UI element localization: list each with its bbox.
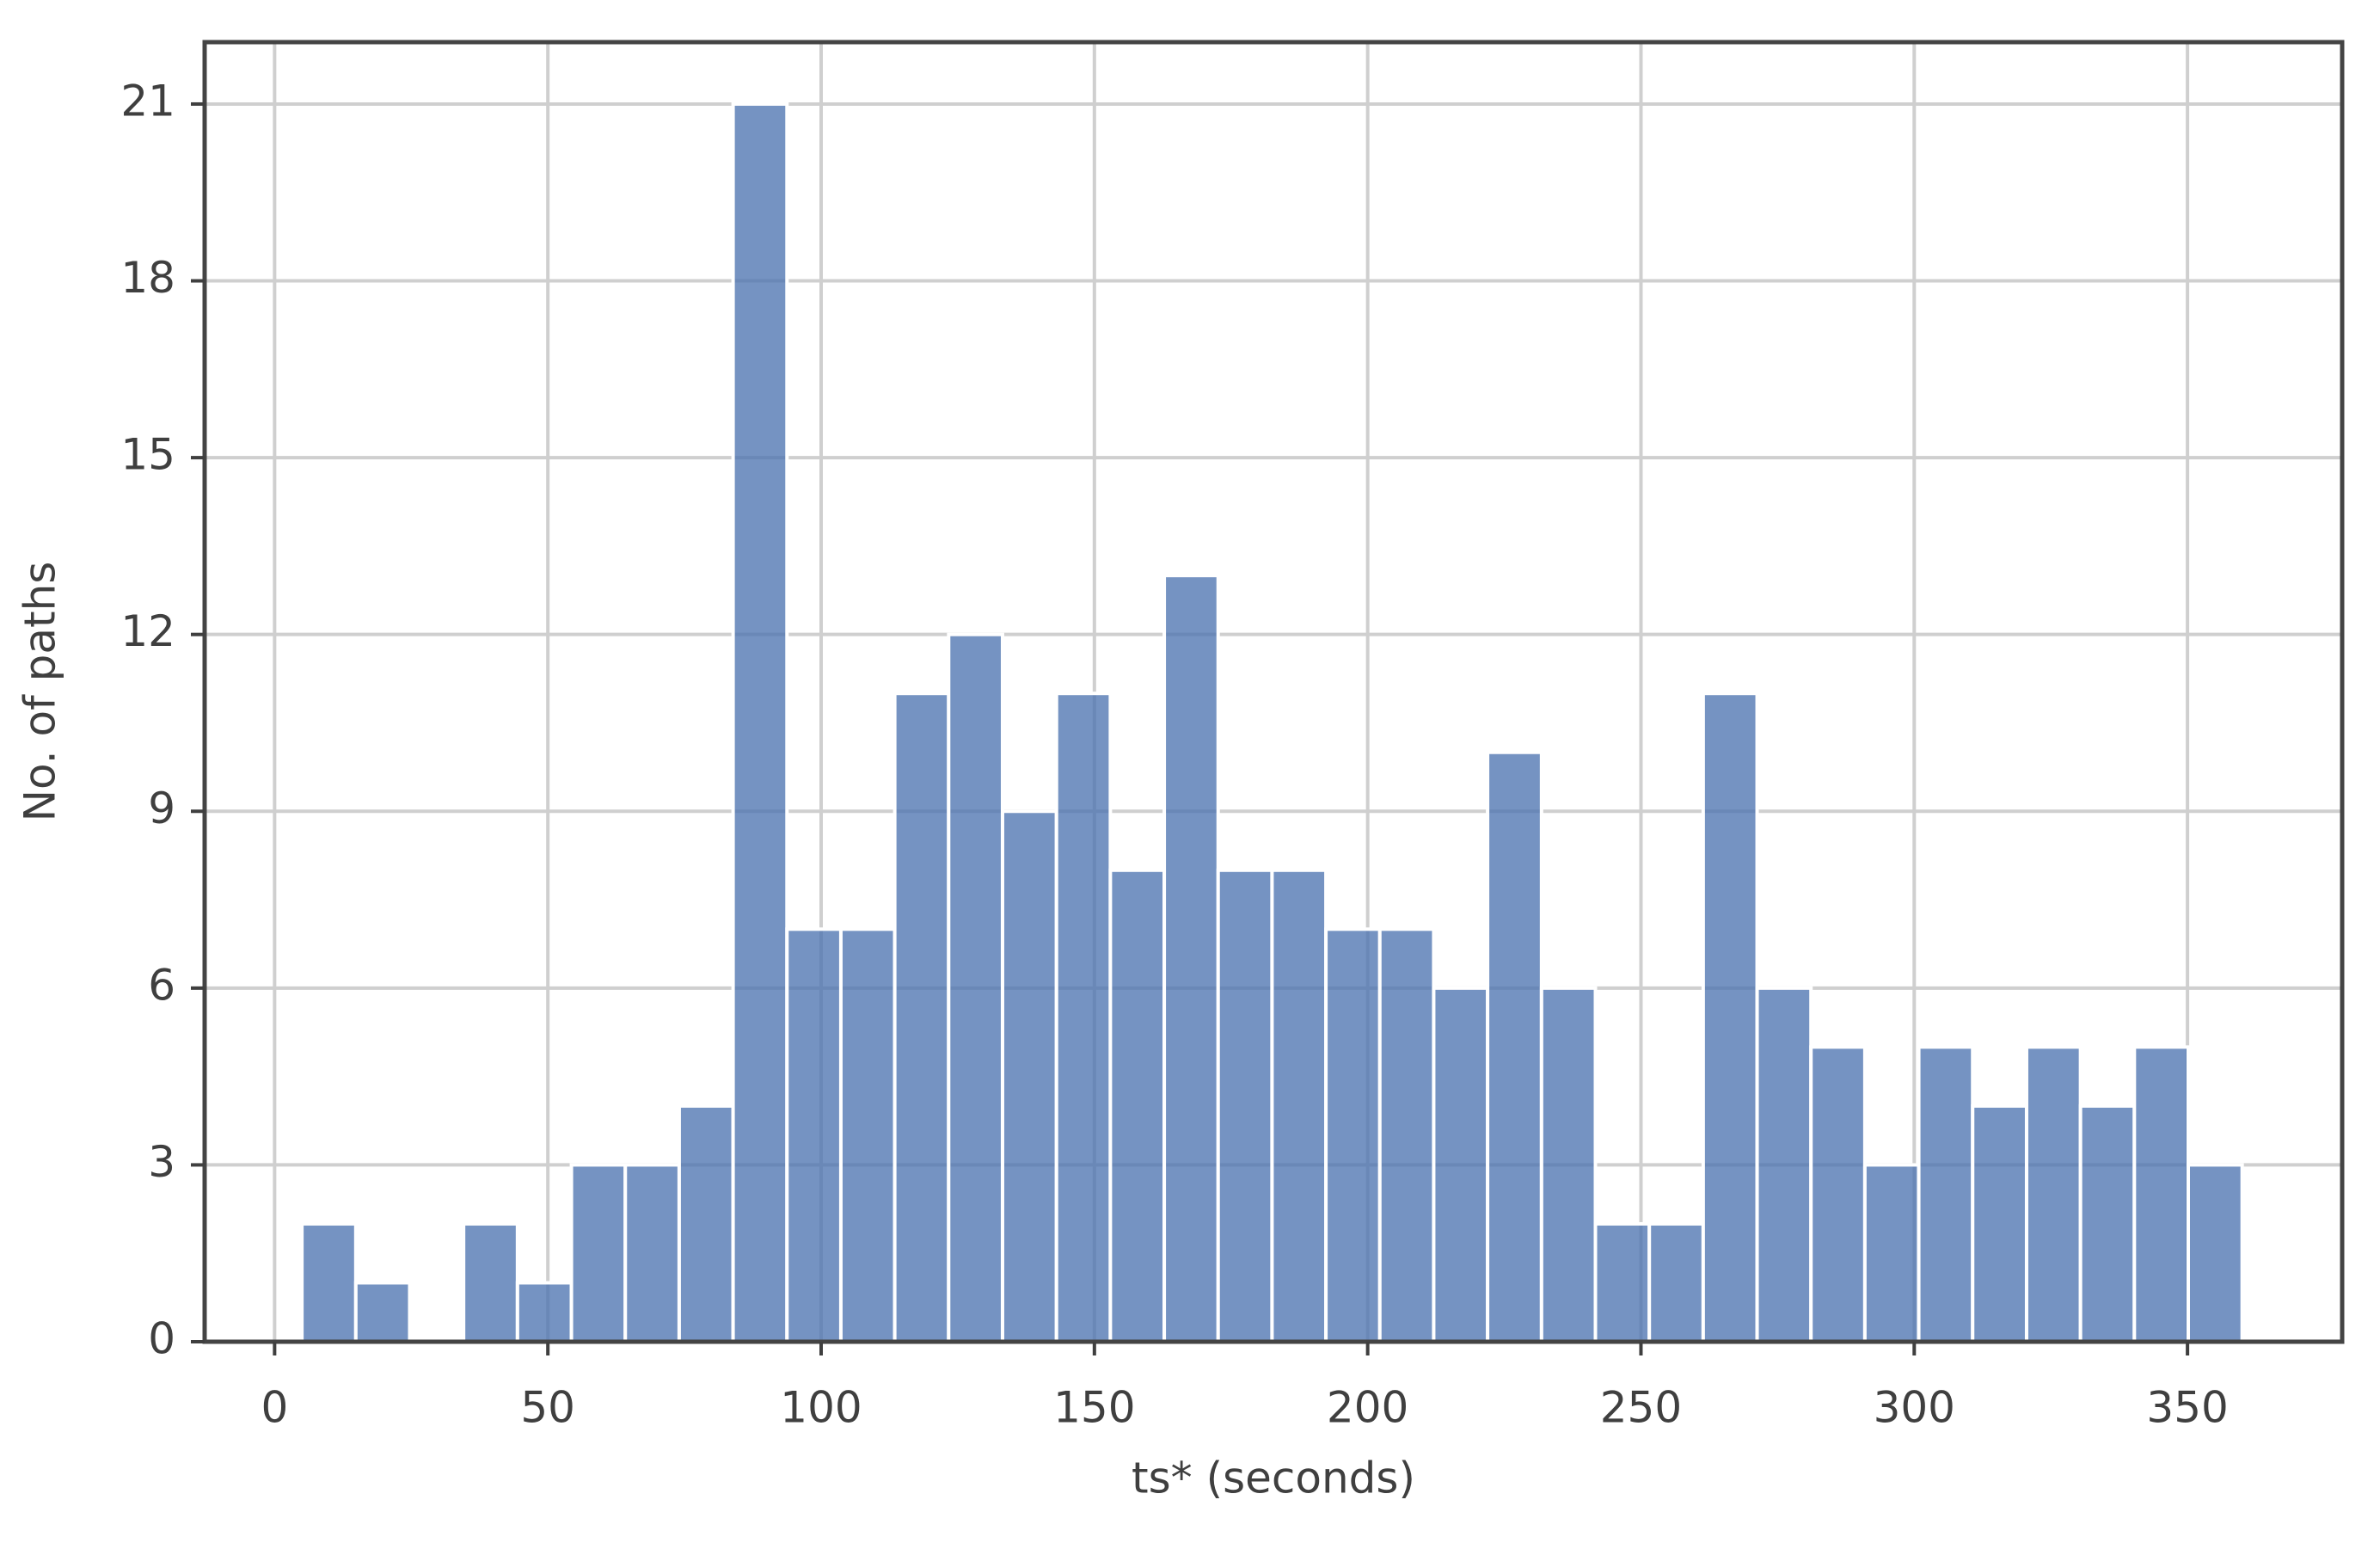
y-tick-label: 21 xyxy=(120,76,175,126)
y-tick-label: 0 xyxy=(148,1314,175,1364)
bar xyxy=(353,1281,412,1343)
bar xyxy=(2132,1045,2191,1343)
bar xyxy=(2078,1103,2137,1344)
bar xyxy=(1917,1045,1975,1343)
bar xyxy=(1324,927,1382,1344)
bar xyxy=(677,1103,735,1344)
bar xyxy=(623,1163,681,1343)
plot-frame xyxy=(202,40,2345,1344)
bar xyxy=(1486,750,1543,1343)
bar xyxy=(1755,986,1813,1343)
bar xyxy=(1000,809,1058,1343)
bar xyxy=(947,632,1004,1343)
bar xyxy=(569,1163,628,1343)
x-tick-label: 250 xyxy=(1600,1383,1682,1433)
bar xyxy=(1108,868,1167,1343)
bar xyxy=(838,927,897,1344)
bar-layer xyxy=(300,101,2244,1344)
x-tick-label: 150 xyxy=(1053,1383,1135,1433)
bar xyxy=(462,1221,519,1344)
bar xyxy=(1216,868,1274,1343)
x-tick-label: 300 xyxy=(1874,1383,1955,1433)
bar xyxy=(1270,868,1328,1343)
bar xyxy=(1971,1103,2028,1344)
bar xyxy=(892,692,951,1343)
bar xyxy=(1432,986,1490,1343)
x-tick-label: 0 xyxy=(261,1383,288,1433)
bar xyxy=(1377,927,1436,1344)
bar xyxy=(1809,1045,1867,1343)
bar xyxy=(1162,574,1220,1343)
bar xyxy=(1862,1163,1921,1343)
bar xyxy=(1054,692,1113,1343)
y-tick-label: 3 xyxy=(148,1137,175,1187)
x-axis-label: ts* (seconds) xyxy=(1132,1454,1415,1503)
x-tick-label: 350 xyxy=(2146,1383,2228,1433)
bar xyxy=(300,1221,358,1344)
y-tick-label: 18 xyxy=(120,253,175,303)
x-tick-label: 200 xyxy=(1327,1383,1408,1433)
y-tick-label: 12 xyxy=(120,606,175,656)
y-tick-label: 15 xyxy=(120,430,175,480)
bar xyxy=(2187,1163,2244,1343)
bar xyxy=(785,927,843,1344)
x-tick-label: 100 xyxy=(780,1383,862,1433)
y-tick-label: 6 xyxy=(148,960,175,1010)
bar xyxy=(1701,692,1759,1343)
bar xyxy=(2024,1045,2082,1343)
bar xyxy=(731,101,789,1343)
bar xyxy=(515,1281,574,1343)
x-tick-label: 50 xyxy=(520,1383,575,1433)
bar xyxy=(1647,1221,1705,1344)
y-axis-label: No. of paths xyxy=(15,562,65,822)
tick-layer: 0 50 100 150 200 250 300 350 0 3 6 9 12 15 18 21 xyxy=(120,76,2228,1432)
y-tick-label: 9 xyxy=(148,784,175,833)
bar xyxy=(1539,986,1598,1343)
bar xyxy=(1593,1221,1652,1344)
